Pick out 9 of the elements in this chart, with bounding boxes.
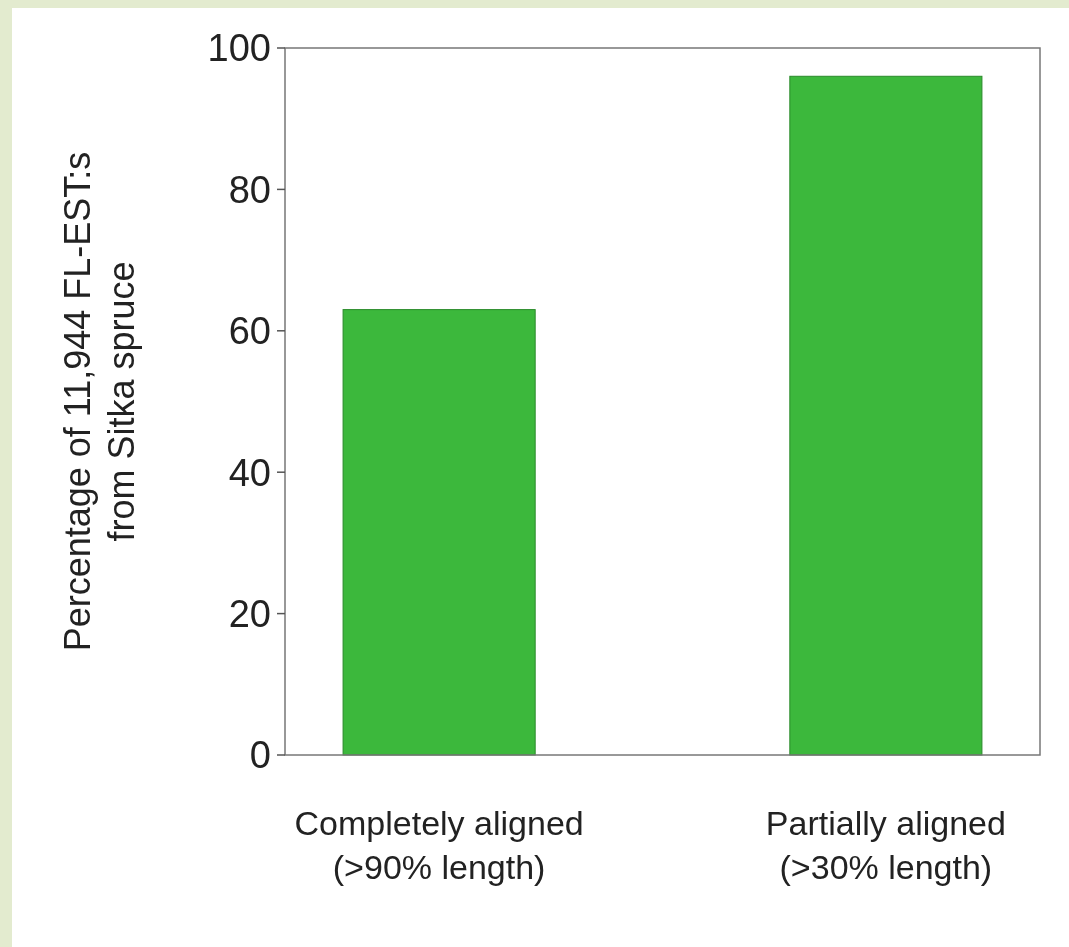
x-tick-label: Partially aligned (>30% length) [765,804,1006,886]
y-tick-label: 80 [228,168,271,211]
y-tick-label: 20 [228,592,271,635]
x-tick-label: Completely aligned (>90% length) [294,804,584,886]
y-tick-label: 100 [207,27,271,70]
y-tick-label: 60 [228,310,271,353]
y-tick-label: 0 [249,734,271,777]
y-axis-title: Percentage of 11,944 FL-EST:s from Sitka spruce [57,151,142,652]
y-tick-label: 40 [228,451,271,494]
